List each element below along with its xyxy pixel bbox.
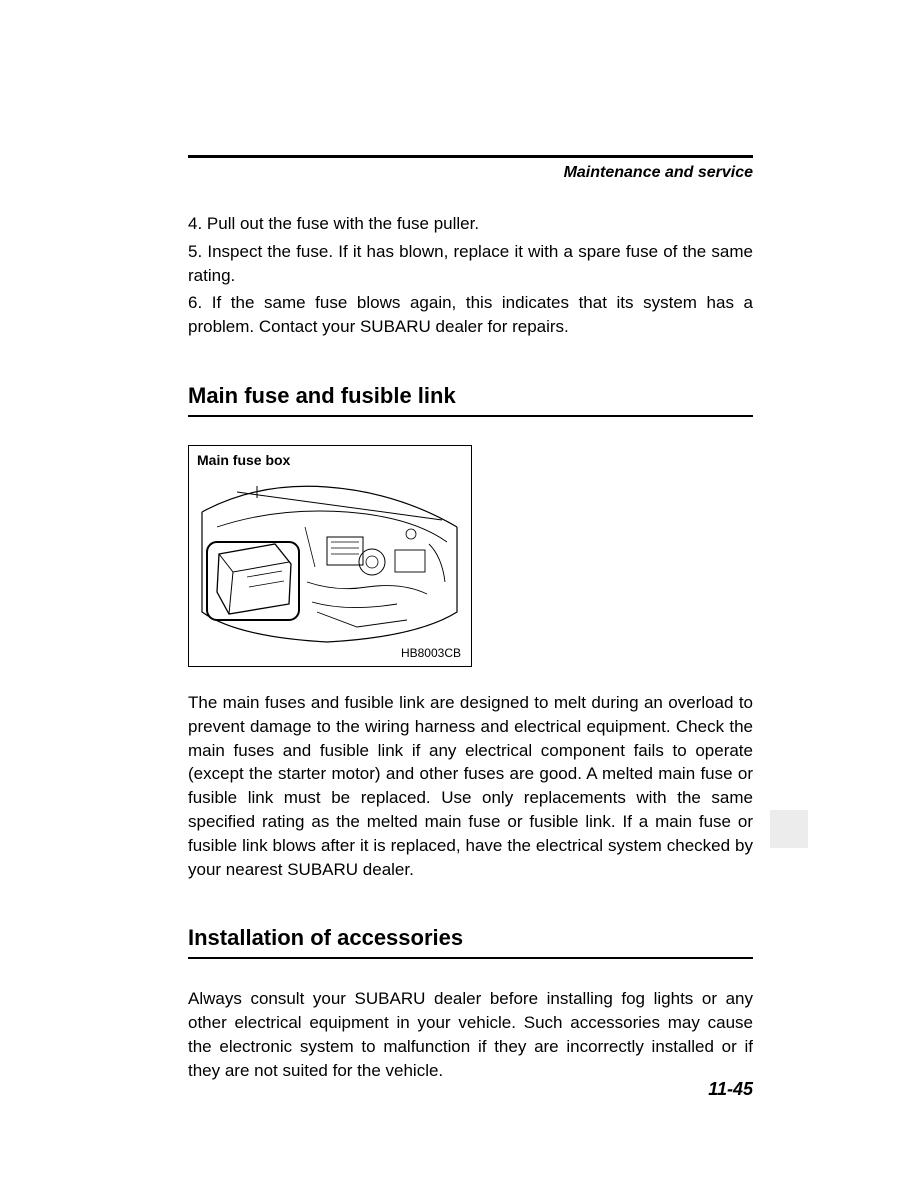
step-4: 4. Pull out the fuse with the fuse pulle… — [188, 212, 753, 236]
header-rule — [188, 155, 753, 158]
figure-label: Main fuse box — [197, 452, 463, 468]
figure-main-fuse-box: Main fuse box — [188, 445, 472, 667]
page-tab-mark — [770, 810, 808, 848]
page-content: Maintenance and service 4. Pull out the … — [0, 0, 908, 1083]
heading-main-fuse: Main fuse and fusible link — [188, 383, 753, 417]
step-5: 5. Inspect the fuse. If it has blown, re… — [188, 240, 753, 288]
section2-body: Always consult your SUBARU dealer before… — [188, 987, 753, 1082]
page-number: 11-45 — [708, 1079, 753, 1100]
figure-code: HB8003CB — [401, 646, 461, 660]
engine-bay-illustration — [197, 472, 463, 652]
section1-body: The main fuses and fusible link are desi… — [188, 691, 753, 881]
heading-accessories: Installation of accessories — [188, 925, 753, 959]
step-6: 6. If the same fuse blows again, this in… — [188, 291, 753, 339]
running-header: Maintenance and service — [188, 164, 753, 182]
